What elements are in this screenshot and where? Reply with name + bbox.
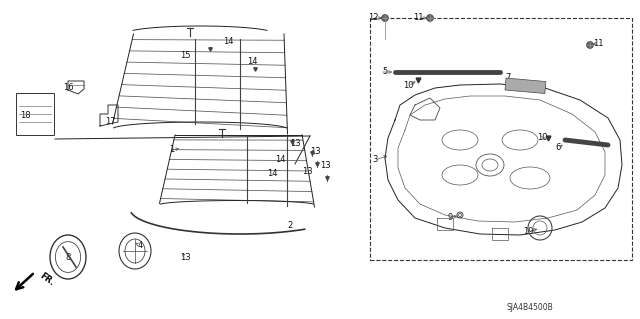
Text: 2: 2 — [287, 220, 292, 229]
Text: 13: 13 — [180, 253, 190, 262]
Text: 13: 13 — [320, 160, 330, 169]
Text: 5: 5 — [382, 68, 388, 77]
Text: 12: 12 — [368, 13, 378, 23]
Circle shape — [426, 14, 433, 21]
Text: 16: 16 — [63, 84, 74, 93]
Circle shape — [381, 14, 388, 21]
Text: 10: 10 — [537, 133, 547, 143]
Text: 19: 19 — [523, 227, 533, 236]
Text: 6: 6 — [556, 144, 561, 152]
Text: 15: 15 — [180, 50, 190, 60]
Text: 8: 8 — [65, 253, 70, 262]
Text: 11: 11 — [413, 13, 423, 23]
Text: 7: 7 — [506, 73, 511, 83]
Text: 3: 3 — [372, 155, 378, 165]
Text: 1: 1 — [170, 145, 175, 154]
Text: 14: 14 — [267, 168, 277, 177]
Circle shape — [586, 41, 593, 48]
Text: 13: 13 — [301, 167, 312, 176]
Bar — [16, 93, 54, 135]
Text: 10: 10 — [403, 81, 413, 91]
Text: 17: 17 — [105, 117, 115, 127]
Text: 13: 13 — [290, 138, 300, 147]
Text: 14: 14 — [223, 38, 233, 47]
Text: 14: 14 — [247, 57, 257, 66]
Text: 9: 9 — [447, 213, 452, 222]
Text: 13: 13 — [310, 147, 320, 157]
Text: 11: 11 — [593, 39, 604, 48]
Bar — [370, 18, 632, 260]
Text: SJA4B4500B: SJA4B4500B — [507, 302, 554, 311]
Text: 18: 18 — [20, 110, 30, 120]
Bar — [505, 78, 546, 93]
Text: 14: 14 — [275, 155, 285, 165]
Text: 4: 4 — [138, 241, 143, 249]
Text: FR.: FR. — [38, 271, 56, 287]
